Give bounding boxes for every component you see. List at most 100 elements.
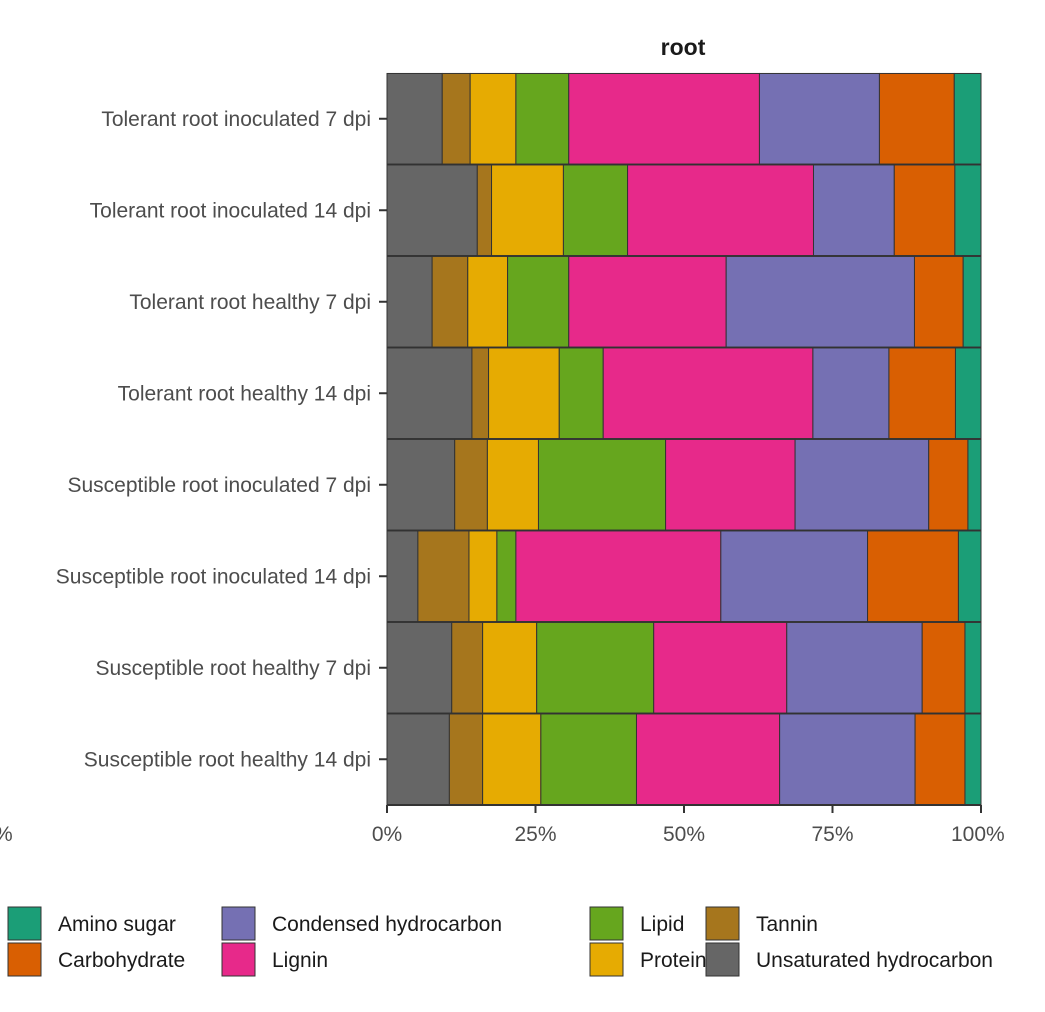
bar-segment [515, 530, 722, 623]
legend-swatch [221, 906, 256, 941]
bar-segment [386, 438, 456, 531]
bar-segment [602, 347, 814, 440]
legend-item: Lipid [589, 906, 684, 941]
x-tick-label: 0% [372, 823, 402, 846]
bar-segment [431, 255, 469, 348]
bar-segment [812, 164, 895, 257]
bar-segment [468, 530, 498, 623]
bar-segment [471, 347, 490, 440]
category-label: Tolerant root inoculated 7 dpi [101, 108, 371, 131]
bar-segment [537, 438, 667, 531]
bar-segment [496, 530, 517, 623]
bar-segment [451, 621, 484, 714]
bar-segment [507, 255, 570, 348]
legend-item: Condensed hydrocarbon [221, 906, 502, 941]
legend-label: Tannin [756, 913, 818, 936]
bar-segment [515, 72, 570, 165]
bar-segment [568, 255, 727, 348]
category-label: Tolerant root healthy 7 dpi [129, 291, 371, 314]
bar-segment [913, 255, 964, 348]
legend-swatch [221, 942, 256, 977]
bar-segment [653, 621, 788, 714]
bar-segment [467, 255, 509, 348]
bar-segment [812, 347, 890, 440]
legend-item: Lignin [221, 942, 328, 977]
bar-segment [386, 164, 478, 257]
bar-segment [386, 347, 473, 440]
bar-segment [536, 621, 655, 714]
legend-label: Protein [640, 949, 707, 972]
legend-label: Condensed hydrocarbon [272, 913, 502, 936]
legend-item: Amino sugar [7, 906, 176, 941]
bar-segment [967, 438, 982, 531]
bar-segment [441, 72, 471, 165]
bar-segment [558, 347, 604, 440]
legend-swatch [705, 942, 740, 977]
category-label: Susceptible root inoculated 7 dpi [67, 474, 371, 497]
category-label: Susceptible root healthy 7 dpi [95, 657, 371, 680]
category-label: Tolerant root inoculated 14 dpi [90, 199, 371, 222]
category-label: Tolerant root healthy 14 dpi [118, 382, 371, 405]
bar-segment [562, 164, 629, 257]
bar-segment [482, 713, 542, 806]
bar-segment [627, 164, 814, 257]
clipped-labels: % [0, 823, 13, 846]
bar-segment [720, 530, 869, 623]
legend-label: Unsaturated hydrocarbon [756, 949, 993, 972]
bar-segment [921, 621, 966, 714]
bar-segment [888, 347, 956, 440]
bar-segment [386, 713, 450, 806]
x-axis: 0% 25% 50% 75% 100% [372, 804, 1005, 846]
bar-segment [954, 347, 982, 440]
legend-label: Amino sugar [58, 913, 176, 936]
bar-segment [491, 164, 564, 257]
bar-segment [482, 621, 538, 714]
bar-segment [779, 713, 916, 806]
bar-segment [914, 713, 966, 806]
clipped-left-fragment: % [0, 823, 13, 846]
bar-segment [867, 530, 959, 623]
x-tick-label: 75% [811, 823, 853, 846]
bar-segment [758, 72, 880, 165]
bar-segment [878, 72, 955, 165]
legend-item: Carbohydrate [7, 942, 185, 977]
bar-segment [964, 621, 982, 714]
bar-segment [448, 713, 484, 806]
x-tick-label: 50% [663, 823, 705, 846]
bar-segment [786, 621, 923, 714]
bar-segment [469, 72, 517, 165]
bar-segment [386, 255, 433, 348]
legend-item: Tannin [705, 906, 818, 941]
bar-segment [476, 164, 493, 257]
legend-swatch [705, 906, 740, 941]
category-label: Susceptible root healthy 14 dpi [84, 748, 371, 771]
bar-segment [417, 530, 470, 623]
bar-segment [962, 255, 982, 348]
legend-label: Carbohydrate [58, 949, 185, 972]
bar-segment [568, 72, 760, 165]
bar-segment [665, 438, 796, 531]
bar-segment [954, 164, 982, 257]
bar-segment [893, 164, 956, 257]
legend-swatch [589, 906, 624, 941]
legend-swatch [589, 942, 624, 977]
bar-segment [953, 72, 982, 165]
x-tick-label: 100% [951, 823, 1005, 846]
bar-segment [635, 713, 781, 806]
legend: Amino sugar Carbohydrate Condensed hydroca… [7, 906, 993, 977]
legend-label: Lignin [272, 949, 328, 972]
bar-segment [794, 438, 930, 531]
panel-title: root [661, 34, 706, 60]
bar-segment [386, 621, 453, 714]
bar-segment [486, 438, 539, 531]
bar-segment [454, 438, 488, 531]
bar-segment [488, 347, 560, 440]
bar-segment [928, 438, 969, 531]
legend-label: Lipid [640, 913, 684, 936]
bar-segment [964, 713, 982, 806]
bars-layer [386, 72, 982, 806]
legend-swatch [7, 942, 42, 977]
bar-segment [725, 255, 915, 348]
bar-segment [957, 530, 982, 623]
